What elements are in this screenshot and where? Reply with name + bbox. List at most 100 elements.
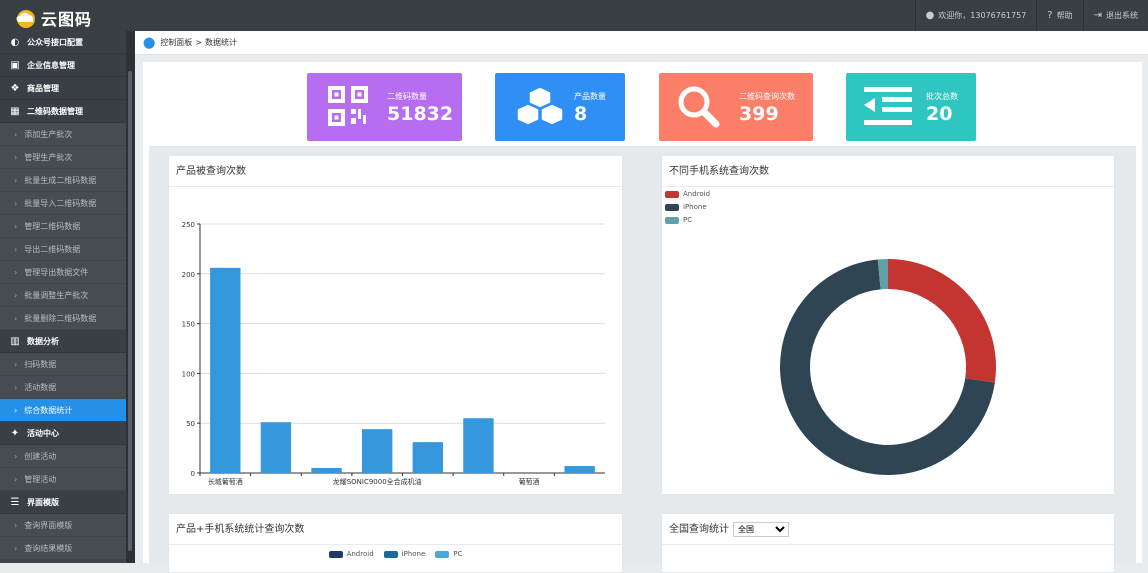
logo[interactable]: 云图码 [14,6,92,30]
panel-title: 不同手机系统查询次数 [662,156,1114,187]
sidebar-item-label: 导出二维码数据 [24,244,81,254]
legend-item[interactable]: Android [665,190,710,198]
sidebar-item-export-qr[interactable]: › 导出二维码数据 [0,238,126,261]
legend-swatch [383,550,398,558]
panel-title: 产品被查询次数 [169,156,622,187]
sidebar-item-label: 管理二维码数据 [24,221,81,231]
sidebar-scrollbar[interactable] [126,31,135,563]
sidebar-item-batch-adjust[interactable]: › 批量调整生产批次 [0,284,126,307]
bar[interactable] [311,468,342,473]
stat-value: 399 [739,103,779,125]
sidebar-item-batch-import[interactable]: › 批量导入二维码数据 [0,192,126,215]
sidebar-group-activity[interactable]: ✦ 活动中心 [0,422,126,445]
top-bar: 云图码 ● 欢迎你，13076761757 ? 帮助 ⇥ 退出系统 [0,0,1148,31]
bar[interactable] [362,429,393,473]
donut-slice[interactable] [888,259,996,383]
help-icon: ? [1047,10,1053,21]
chevron-right-icon: › [14,543,18,553]
sidebar-item-label: 管理生产批次 [24,152,73,162]
stat-label: 产品数量 [574,92,606,101]
breadcrumb-home[interactable]: 控制面板 [160,38,193,47]
product-queries-bar-chart: 0 50 100 150 200 250 长城葡萄酒 龙耀SONIC9000全合成机油 葡萄酒 [182,221,605,486]
legend-swatch [328,550,343,558]
sidebar-item-manage-activity[interactable]: › 管理活动 [0,468,126,491]
sidebar-scrollbar-thumb[interactable] [128,71,132,551]
stat-card-qrcode-count: 二维码数量 51832 [307,73,462,141]
sidebar-item-create-activity[interactable]: › 创建活动 [0,445,126,468]
bar[interactable] [260,422,292,473]
sidebar-item-label: 批量生成二维码数据 [24,175,97,185]
sidebar-group-company[interactable]: ▣ 企业信息管理 [0,54,126,77]
qrcode-icon: ▦ [10,105,20,117]
sidebar-item-label: 创建活动 [24,451,57,461]
welcome-user[interactable]: ● 欢迎你，13076761757 [914,0,1037,31]
sidebar-group-products[interactable]: ❖ 商品管理 [0,77,126,100]
legend-item[interactable]: PC [665,216,710,224]
sidebar-item-overall-stats[interactable]: › 综合数据统计 [0,399,126,422]
sidebar-group-wechat[interactable]: ◐ 公众号接口配置 [0,31,126,54]
sidebar-group-label: 商品管理 [27,83,59,93]
stat-card-batch-count: 批次总数 20 [846,73,976,141]
sidebar-item-batch-delete[interactable]: › 批量删除二维码数据 [0,307,126,330]
bar[interactable] [564,466,595,473]
y-tick-label: 50 [186,420,195,428]
breadcrumb-separator: > [195,38,203,47]
os-queries-panel: 不同手机系统查询次数 Android iPhone PC [661,155,1115,495]
stat-value: 51832 [387,103,454,125]
sidebar-group-label: 界面模版 [27,497,59,507]
sidebar-item-label: 批量导入二维码数据 [24,198,97,208]
sidebar-group-label: 企业信息管理 [27,60,75,70]
sidebar-item-label: 查询结果模版 [24,543,73,553]
cubes-icon: ❖ [10,82,20,94]
sidebar-item-manage-batch[interactable]: › 管理生产批次 [0,146,126,169]
os-queries-donut-chart [780,259,996,476]
sidebar-item-add-batch[interactable]: › 添加生产批次 [0,123,126,146]
user-icon: ● [925,10,935,21]
search-icon [678,86,720,128]
sidebar-item-result-template[interactable]: › 查询结果模版 [0,537,126,560]
sidebar-item-query-template[interactable]: › 查询界面模版 [0,514,126,537]
product-os-panel: 产品+手机系统统计查询次数 Android iPhone PC [168,513,623,573]
legend-label: Android [346,550,374,558]
breadcrumb: ⬤ 控制面板 > 数据统计 [135,31,1148,55]
bar[interactable] [463,418,494,473]
legend-item[interactable]: iPhone [383,550,426,558]
donut-slice[interactable] [877,259,888,290]
sidebar-item-scan-data[interactable]: › 扫码数据 [0,353,126,376]
sidebar-item-label: 综合数据统计 [24,405,73,415]
sidebar-item-batch-generate[interactable]: › 批量生成二维码数据 [0,169,126,192]
sidebar-group-analysis[interactable]: ▥ 数据分析 [0,330,126,353]
help-label: 帮助 [1056,11,1073,20]
sidebar-item-activity-data[interactable]: › 活动数据 [0,376,126,399]
legend-item[interactable]: PC [435,550,462,558]
qrcode-icon [328,86,368,126]
sidebar-item-export-files[interactable]: › 管理导出数据文件 [0,261,126,284]
panel-header: 全国查询统计 全国 [662,514,1114,545]
stat-value: 20 [926,103,953,125]
map-marker-icon: ⬤ [143,36,156,49]
sidebar-item-label: 查询界面模版 [24,520,73,530]
legend-swatch [665,190,679,198]
legend-item[interactable]: Android [328,550,374,558]
os-legend: Android iPhone PC [665,190,710,229]
chevron-right-icon: › [14,267,18,277]
sidebar-group-templates[interactable]: ☰ 界面模版 [0,491,126,514]
sidebar-group-qrcode[interactable]: ▦ 二维码数据管理 [0,100,126,123]
stat-value: 8 [574,103,588,125]
sidebar-item-label: 扫码数据 [24,359,57,369]
legend-swatch [435,550,450,558]
help-button[interactable]: ? 帮助 [1036,0,1082,31]
logout-button[interactable]: ⇥ 退出系统 [1082,0,1148,31]
legend-label: iPhone [401,550,426,558]
bar[interactable] [412,442,443,473]
database-icon: ☰ [10,496,20,508]
chevron-right-icon: › [14,221,18,231]
sidebar-item-label: 批量调整生产批次 [24,290,89,300]
stat-label: 批次总数 [926,92,958,101]
region-select[interactable]: 全国 [733,521,789,537]
legend-item[interactable]: iPhone [665,203,710,211]
sidebar-item-manage-qr[interactable]: › 管理二维码数据 [0,215,126,238]
stat-card-query-count: 二维码查询次数 399 [659,73,813,141]
bar[interactable] [210,267,241,473]
sidebar-group-label: 二维码数据管理 [27,106,83,116]
